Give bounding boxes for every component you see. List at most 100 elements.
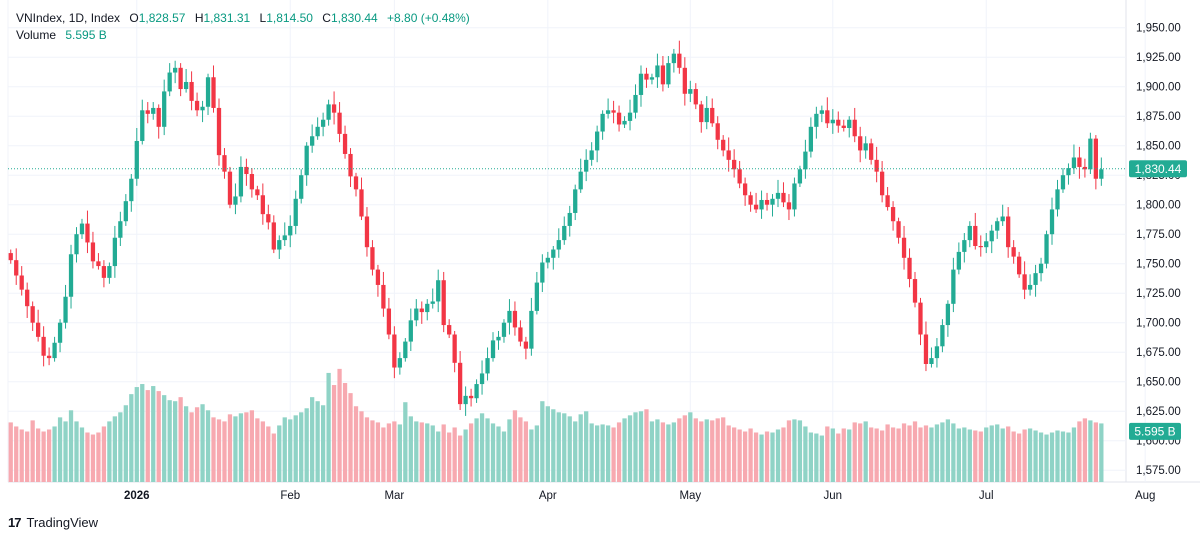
brand-name: TradingView	[26, 515, 99, 530]
candle-body	[8, 253, 13, 261]
y-tick-label: 1,650.00	[1136, 377, 1181, 389]
candle-body	[874, 159, 879, 172]
volume-bar	[627, 415, 633, 482]
candle-body	[929, 358, 934, 364]
candle-body	[584, 159, 589, 172]
candle-body	[660, 65, 666, 85]
candle-body	[457, 362, 463, 405]
volume-bar	[781, 427, 786, 482]
volume-bar	[978, 431, 983, 482]
volume-bar	[644, 409, 649, 482]
candle-body	[304, 145, 309, 176]
volume-bar	[41, 431, 46, 482]
volume-bar	[447, 432, 452, 482]
candle-body	[556, 240, 561, 250]
y-tick-label: 1,625.00	[1136, 406, 1181, 418]
candle-body	[211, 77, 216, 108]
volume-bar	[649, 421, 655, 482]
tradingview-logo-icon: 17	[8, 515, 22, 530]
candle-body	[693, 89, 698, 105]
axis-tags: 1,830.44 5.595 B	[1129, 160, 1187, 440]
candle-body	[973, 225, 978, 246]
volume-bar	[468, 423, 474, 482]
volume-bar	[320, 405, 326, 482]
volume-bar	[710, 420, 715, 482]
candle-body	[293, 198, 298, 226]
volume-bar	[107, 421, 112, 482]
candle-body	[227, 171, 233, 205]
candle-body	[814, 113, 819, 127]
volume-bar	[205, 410, 211, 482]
volume-bar	[600, 424, 605, 482]
volume-bar	[611, 427, 616, 482]
volume-bar	[282, 417, 287, 482]
volume-bar	[375, 422, 381, 482]
candle-body	[885, 195, 890, 208]
candle-body	[797, 169, 803, 184]
candle-body	[1038, 263, 1044, 274]
volume-bar	[19, 429, 24, 482]
candle-body	[255, 189, 260, 196]
volume-bar	[704, 419, 709, 482]
close-value: 1,830.44	[330, 11, 378, 25]
candle-body	[129, 178, 134, 202]
candle-body	[967, 225, 972, 241]
candle-body	[786, 202, 792, 210]
volume-label[interactable]: Volume	[16, 28, 57, 42]
last-price-tag-label: 1,830.44	[1135, 162, 1182, 176]
candle-body	[41, 336, 46, 356]
candle-body	[326, 104, 331, 120]
y-tick-label: 1,875.00	[1136, 111, 1181, 123]
candle-body	[595, 131, 600, 151]
volume-bar	[129, 394, 134, 482]
volume-bar	[1006, 426, 1011, 482]
volume-bar	[918, 427, 923, 482]
candle-body	[200, 106, 205, 111]
volume-bar	[1066, 432, 1071, 482]
volume-bars	[8, 368, 1104, 482]
candle-body	[792, 183, 797, 210]
volume-bar	[901, 423, 907, 482]
candle-body	[414, 308, 419, 321]
candle-body	[85, 223, 90, 243]
candle-body	[655, 65, 660, 78]
x-tick-label: 2026	[124, 490, 150, 502]
volume-bar	[145, 390, 150, 482]
volume-bar	[803, 426, 808, 482]
volume-bar	[8, 422, 13, 482]
x-tick-label: Jul	[979, 490, 994, 502]
candle-body	[238, 166, 244, 197]
candle-body	[474, 384, 479, 399]
price-axis[interactable]: 1,575.001,600.001,625.001,650.001,675.00…	[1136, 23, 1181, 478]
candle-body	[737, 169, 742, 184]
candle-body	[463, 395, 468, 405]
volume-bar	[52, 426, 57, 482]
x-tick-label: Jun	[824, 490, 843, 502]
candle-body	[1093, 138, 1098, 179]
volume-bar	[1049, 432, 1055, 482]
volume-bar	[742, 431, 748, 482]
candle-body	[282, 235, 287, 241]
candle-body	[25, 289, 30, 307]
volume-bar	[112, 416, 118, 482]
candle-body	[1006, 216, 1011, 248]
volume-bar	[57, 417, 63, 482]
volume-bar	[688, 412, 693, 482]
candle-body	[1011, 247, 1016, 257]
volume-bar	[101, 426, 107, 482]
candlesticks	[8, 40, 1104, 416]
volume-bar	[222, 421, 227, 482]
volume-bar	[326, 372, 331, 482]
volume-bar	[595, 425, 600, 482]
volume-bar	[1099, 423, 1104, 482]
y-tick-label: 1,575.00	[1136, 465, 1181, 477]
candle-body	[118, 221, 123, 238]
volume-bar	[737, 429, 742, 482]
time-axis[interactable]: 2026FebMarAprMayJunJulAugSep22	[124, 490, 1200, 502]
volume-bar	[30, 420, 35, 482]
symbol-title[interactable]: VNIndex, 1D, Index	[16, 11, 121, 25]
tradingview-brand[interactable]: 17 TradingView	[8, 515, 98, 530]
candle-body	[759, 199, 764, 210]
